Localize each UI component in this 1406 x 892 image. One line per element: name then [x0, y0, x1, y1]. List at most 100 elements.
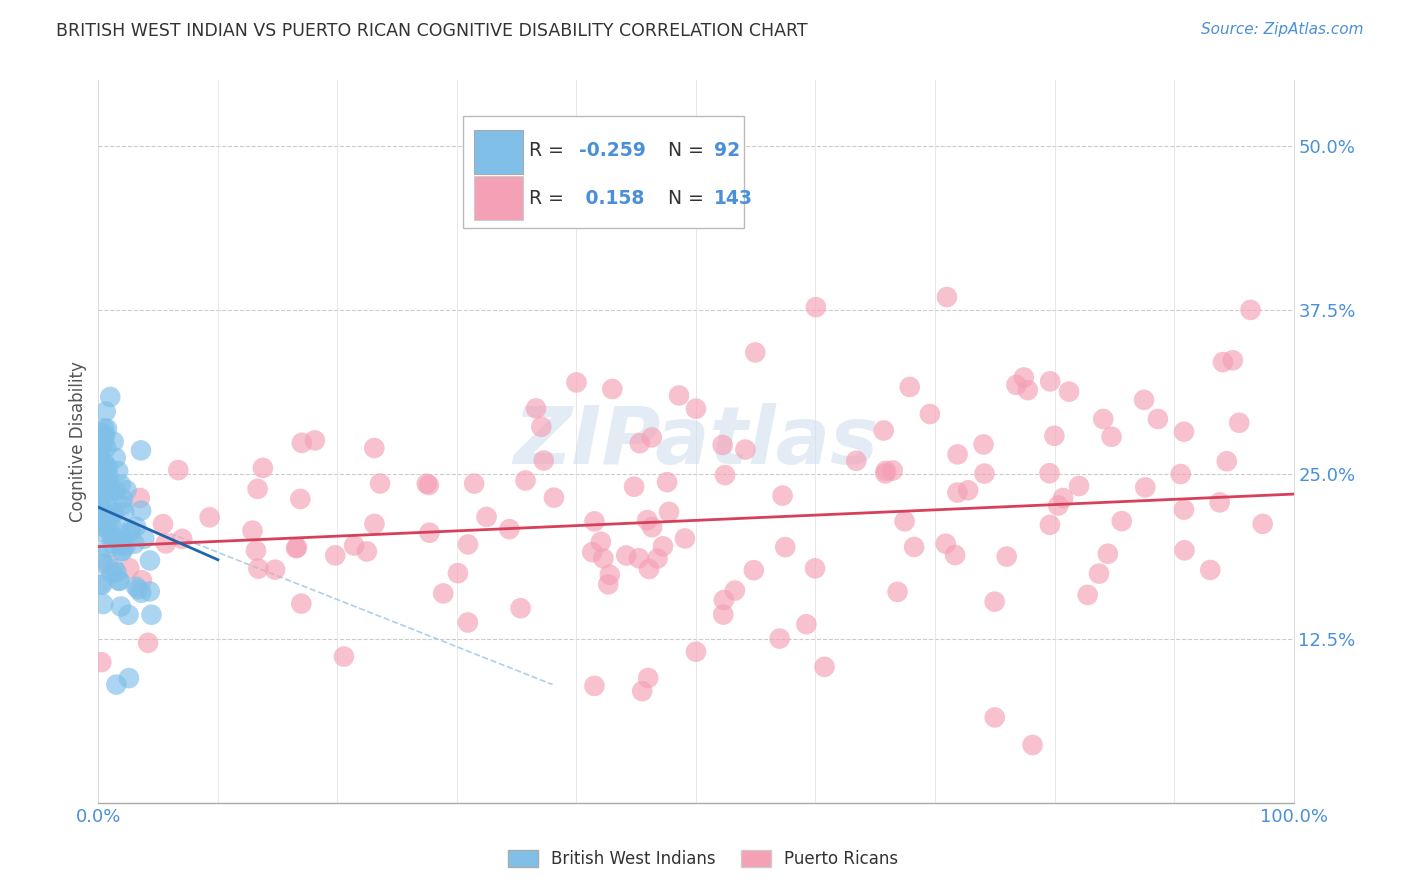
Point — [94, 465, 117, 479]
Point — [139, 553, 162, 567]
Point — [1227, 416, 1250, 430]
Point — [94, 510, 117, 524]
Point — [614, 549, 637, 563]
Point — [1173, 502, 1195, 516]
Point — [111, 544, 134, 558]
Point — [973, 467, 995, 481]
Point — [1199, 563, 1222, 577]
Point — [943, 548, 966, 562]
Point — [97, 469, 120, 483]
Point — [475, 510, 498, 524]
Point — [903, 540, 925, 554]
Point — [98, 485, 121, 500]
Point — [98, 479, 121, 493]
Text: 92: 92 — [714, 141, 740, 160]
Point — [772, 489, 794, 503]
Point — [290, 491, 312, 506]
Point — [368, 476, 391, 491]
Point — [112, 505, 135, 519]
Point — [138, 584, 160, 599]
Point — [1077, 588, 1099, 602]
Point — [957, 483, 980, 498]
Point — [93, 520, 115, 534]
Point — [97, 511, 120, 525]
Point — [291, 436, 314, 450]
Point — [598, 577, 620, 591]
Point — [565, 376, 588, 390]
Point — [418, 478, 440, 492]
Point — [742, 563, 765, 577]
Point — [1173, 543, 1195, 558]
Point — [131, 586, 153, 600]
Point — [134, 532, 156, 546]
Text: 0.158: 0.158 — [579, 188, 644, 208]
Point — [118, 561, 141, 575]
Point — [93, 436, 115, 450]
Point — [290, 597, 312, 611]
Point — [447, 566, 470, 581]
Point — [641, 430, 664, 444]
Point — [110, 599, 132, 614]
Point — [647, 551, 669, 566]
Point — [935, 537, 957, 551]
Point — [581, 545, 603, 559]
Point — [936, 290, 959, 304]
Point — [533, 453, 555, 467]
Point — [668, 388, 690, 402]
Point — [804, 561, 827, 575]
Point — [93, 516, 115, 531]
Point — [875, 464, 897, 478]
Point — [768, 632, 790, 646]
Text: 143: 143 — [714, 188, 752, 208]
Point — [418, 525, 440, 540]
Point — [101, 528, 124, 542]
Point — [804, 300, 827, 314]
Point — [1251, 516, 1274, 531]
Point — [108, 524, 131, 539]
Point — [457, 537, 479, 551]
Point — [107, 464, 129, 478]
Point — [111, 499, 134, 513]
Point — [1170, 467, 1192, 481]
Point — [105, 677, 128, 691]
Point — [108, 574, 131, 588]
Point — [1039, 517, 1062, 532]
Point — [1173, 425, 1195, 439]
Point — [285, 541, 308, 555]
Point — [323, 549, 346, 563]
Point — [90, 655, 112, 669]
Point — [1111, 514, 1133, 528]
Point — [1101, 430, 1123, 444]
Point — [343, 539, 366, 553]
Point — [1067, 479, 1090, 493]
Point — [363, 441, 385, 455]
FancyBboxPatch shape — [474, 176, 523, 219]
Point — [89, 480, 111, 494]
Text: ZIPatlas: ZIPatlas — [513, 402, 879, 481]
Point — [91, 506, 114, 520]
Point — [91, 434, 114, 449]
Point — [97, 558, 120, 573]
Point — [509, 601, 531, 615]
Point — [946, 485, 969, 500]
Point — [89, 461, 111, 475]
Point — [1133, 392, 1156, 407]
Point — [128, 491, 150, 505]
Point — [91, 490, 114, 504]
Point — [89, 443, 111, 458]
Point — [131, 574, 153, 588]
Point — [893, 514, 915, 528]
Point — [1216, 454, 1239, 468]
Point — [463, 476, 485, 491]
Point — [103, 434, 125, 449]
Point — [984, 710, 1007, 724]
Point — [125, 580, 148, 594]
Point — [172, 532, 194, 546]
Point — [101, 536, 124, 550]
Point — [356, 544, 378, 558]
Point — [1092, 412, 1115, 426]
Text: BRITISH WEST INDIAN VS PUERTO RICAN COGNITIVE DISABILITY CORRELATION CHART: BRITISH WEST INDIAN VS PUERTO RICAN COGN… — [56, 22, 808, 40]
Point — [512, 171, 534, 186]
Point — [592, 551, 614, 566]
Point — [94, 404, 117, 418]
